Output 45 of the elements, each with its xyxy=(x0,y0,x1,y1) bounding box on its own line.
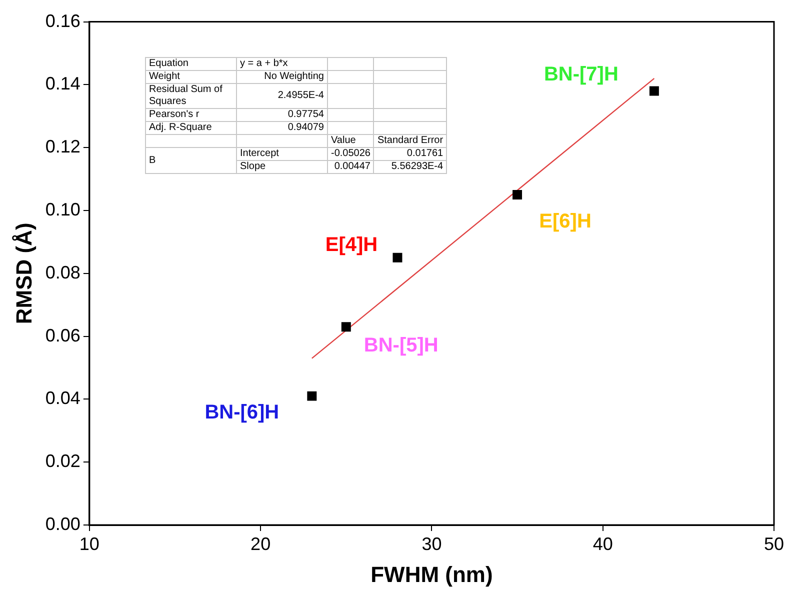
x-tick-label: 50 xyxy=(764,534,784,554)
annotation: No Weighting xyxy=(236,70,328,84)
y-tick-label: 0.04 xyxy=(45,388,80,408)
annotation: Residual Sum of Squares xyxy=(146,84,236,108)
annotation: BN-[5]H xyxy=(364,334,438,356)
annotation: B xyxy=(146,148,236,174)
annotation: 0.00447 xyxy=(328,160,374,174)
point xyxy=(307,391,317,401)
annotation: Pearson's r xyxy=(146,108,236,122)
point xyxy=(512,190,522,200)
x-axis-title: FWHM (nm) xyxy=(370,562,493,587)
annotation: 0.97754 xyxy=(236,108,328,122)
annotation: Weight xyxy=(146,70,236,84)
y-tick-label: 0.16 xyxy=(45,10,80,31)
point xyxy=(392,252,402,262)
y-tick-label: 0.12 xyxy=(45,136,80,157)
annotation: 0.01761 xyxy=(374,148,447,160)
annotation: BN-[6]H xyxy=(204,402,280,424)
point xyxy=(649,86,659,96)
annotation: 0.94079 xyxy=(236,122,328,134)
annotation: 2.4955E-4 xyxy=(236,84,328,108)
x-tick-label: 10 xyxy=(79,534,100,554)
annotation: y = a + b*x xyxy=(236,58,328,70)
annotation: -0.05026 xyxy=(328,148,374,160)
y-tick-label: 0.02 xyxy=(45,451,80,472)
y-tick-label: 0.10 xyxy=(45,199,80,220)
x-tick-label: 30 xyxy=(422,534,442,554)
annotation: E[6]H xyxy=(539,210,592,232)
y-tick-label: 0.08 xyxy=(45,262,80,282)
y-tick-label: 0.00 xyxy=(45,514,80,534)
annotation: Adj. R-Square xyxy=(146,122,236,134)
annotation: Standard Error xyxy=(374,134,447,148)
annotation: 5.56293E-4 xyxy=(374,160,447,174)
annotation: Value xyxy=(328,134,374,148)
annotation: Slope xyxy=(236,160,328,174)
annotation: Equation xyxy=(146,58,236,70)
y-axis-title: RMSD (Å) xyxy=(11,222,36,324)
y-tick-label: 0.14 xyxy=(45,74,80,94)
point xyxy=(341,322,351,332)
x-tick-label: 40 xyxy=(592,534,613,554)
annotation: BN-[7]H xyxy=(544,64,618,86)
annotation: Intercept xyxy=(236,148,328,160)
y-tick-label: 0.06 xyxy=(45,325,80,346)
annotation: E[4]H xyxy=(325,234,378,256)
x-tick-label: 20 xyxy=(250,534,271,554)
